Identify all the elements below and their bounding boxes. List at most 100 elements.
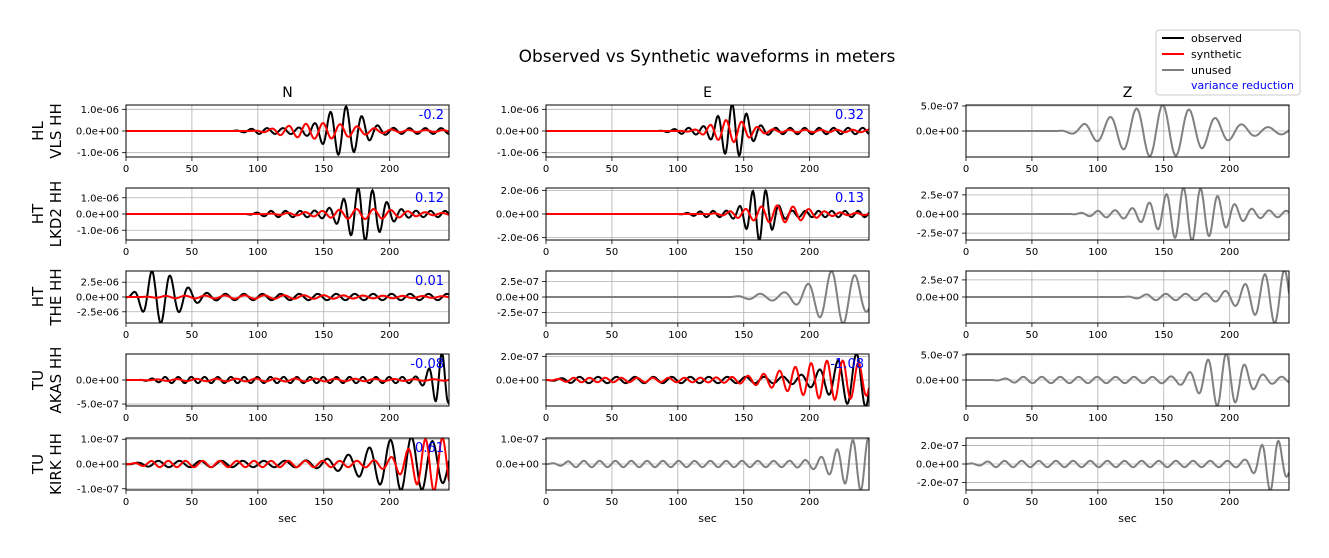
variance-reduction-value: 0.61 <box>415 441 444 456</box>
panel-frame <box>125 270 450 324</box>
panel-4-E: 0 50 100 150 200 1.0e-07 0.0e+00 sec <box>496 435 870 525</box>
panel-frame <box>965 104 1290 158</box>
x-tick-label: 100 <box>668 164 687 175</box>
synthetic-trace <box>546 359 869 402</box>
y-tick-label: 5.0e-07 <box>921 102 959 113</box>
x-tick-label: 150 <box>1154 164 1173 175</box>
x-tick-label: 0 <box>963 330 969 341</box>
x-tick-label: 150 <box>1154 247 1173 258</box>
x-tick-label: 200 <box>1220 164 1239 175</box>
y-tick-label: 1.0e-06 <box>81 193 119 204</box>
x-tick-label: 200 <box>1220 330 1239 341</box>
x-tick-label: 100 <box>668 497 687 508</box>
x-tick-label: 200 <box>800 247 819 258</box>
panel-frame <box>545 187 870 241</box>
station-network: TU <box>29 454 47 475</box>
panel-frame <box>545 270 870 324</box>
station-code: LKD2 HH <box>47 181 65 248</box>
panel-4-N: 0 50 100 150 200 1.0e-07 0.0e+00 -1.0e-07 0.61 se… <box>76 435 450 525</box>
panel-frame <box>965 353 1290 407</box>
variance-reduction-value: 0.12 <box>415 191 444 206</box>
y-tick-label: 0.0e+00 <box>916 210 959 221</box>
x-tick-label: 200 <box>380 330 399 341</box>
y-tick-label: -1.0e-06 <box>497 148 539 159</box>
x-tick-label: 50 <box>186 247 199 258</box>
variance-reduction-value: -1.08 <box>830 357 864 372</box>
panel-frame <box>965 187 1290 241</box>
panel-3-Z: 0 50 100 150 200 5.0e-07 0.0e+00 <box>916 351 1290 424</box>
x-tick-label: 200 <box>800 164 819 175</box>
x-tick-label: 200 <box>380 247 399 258</box>
synthetic-trace <box>126 438 449 490</box>
x-tick-label: 0 <box>123 164 129 175</box>
y-tick-label: 0.0e+00 <box>496 210 539 221</box>
x-tick-label: 100 <box>248 413 267 424</box>
x-tick-label: 50 <box>186 330 199 341</box>
observed-trace <box>126 271 449 323</box>
column-header-Z: Z <box>1123 85 1133 101</box>
x-tick-label: 200 <box>800 330 819 341</box>
synthetic-trace <box>126 207 449 220</box>
x-tick-label: 150 <box>314 164 333 175</box>
legend: observed synthetic unused variance reduc… <box>1155 29 1301 96</box>
synthetic-trace <box>546 118 869 144</box>
x-tick-label: 0 <box>543 164 549 175</box>
legend-variance-reduction-label: variance reduction <box>1191 79 1294 92</box>
x-tick-label: 200 <box>800 413 819 424</box>
y-tick-label: 2.5e-07 <box>921 190 959 201</box>
x-tick-label: 150 <box>734 413 753 424</box>
x-tick-label: 0 <box>123 247 129 258</box>
x-tick-label: 100 <box>248 247 267 258</box>
panel-frame <box>125 104 450 158</box>
y-tick-label: 0.0e+00 <box>916 127 959 138</box>
y-tick-label: -2.5e-07 <box>497 308 539 319</box>
y-tick-label: 0.0e+00 <box>76 127 119 138</box>
panel-frame <box>125 437 450 491</box>
y-tick-label: 0.0e+00 <box>76 460 119 471</box>
x-tick-label: 150 <box>314 497 333 508</box>
x-tick-label: 150 <box>734 164 753 175</box>
station-label-2: HTTHE HH <box>29 268 65 326</box>
y-tick-label: 1.0e-07 <box>501 435 539 446</box>
x-tick-label: 150 <box>1154 497 1173 508</box>
legend-synthetic-label: synthetic <box>1191 48 1242 61</box>
panel-0-E: 0 50 100 150 200 1.0e-06 0.0e+00 -1.0e-06 0.32 E <box>496 85 870 175</box>
y-tick-label: 2.0e-06 <box>501 186 539 197</box>
x-tick-label: 200 <box>800 497 819 508</box>
column-header-N: N <box>282 85 292 101</box>
y-tick-label: -2.0e-06 <box>497 233 539 244</box>
y-tick-label: -2.0e-07 <box>917 478 959 489</box>
panel-3-E: 0 50 100 150 200 2.0e-07 0.0e+00 -1.08 <box>496 352 870 424</box>
y-tick-label: -1.0e-07 <box>77 484 119 495</box>
x-tick-label: 200 <box>1220 247 1239 258</box>
station-code: VLS HH <box>47 103 65 158</box>
legend-observed-label: observed <box>1191 32 1242 45</box>
y-tick-label: 1.0e-07 <box>81 435 119 446</box>
station-label-3: TUAKAS HH <box>29 347 65 414</box>
x-axis-label: sec <box>1118 512 1137 525</box>
y-tick-label: -1.0e-06 <box>77 148 119 159</box>
x-tick-label: 50 <box>1026 164 1039 175</box>
x-tick-label: 50 <box>606 330 619 341</box>
x-tick-label: 0 <box>123 330 129 341</box>
x-tick-label: 200 <box>380 413 399 424</box>
x-tick-label: 150 <box>1154 413 1173 424</box>
x-tick-label: 200 <box>380 164 399 175</box>
x-tick-label: 50 <box>186 497 199 508</box>
panel-frame <box>545 353 870 407</box>
x-tick-label: 50 <box>606 164 619 175</box>
x-tick-label: 50 <box>186 413 199 424</box>
variance-reduction-value: -0.2 <box>419 108 444 123</box>
x-tick-label: 0 <box>543 247 549 258</box>
x-axis-label: sec <box>698 512 717 525</box>
x-tick-label: 200 <box>1220 497 1239 508</box>
y-tick-label: 2.0e-07 <box>501 352 539 363</box>
waveform-panels: HLVLS HH 0 50 100 150 200 1.0e-06 0.0e+00 -1.0e-… <box>29 85 1290 525</box>
x-tick-label: 50 <box>606 413 619 424</box>
column-header-E: E <box>703 85 712 101</box>
variance-reduction-value: 0.13 <box>835 191 864 206</box>
synthetic-trace <box>546 204 869 224</box>
y-tick-label: 0.0e+00 <box>916 376 959 387</box>
y-tick-label: 2.0e-07 <box>921 441 959 452</box>
x-tick-label: 100 <box>1088 413 1107 424</box>
